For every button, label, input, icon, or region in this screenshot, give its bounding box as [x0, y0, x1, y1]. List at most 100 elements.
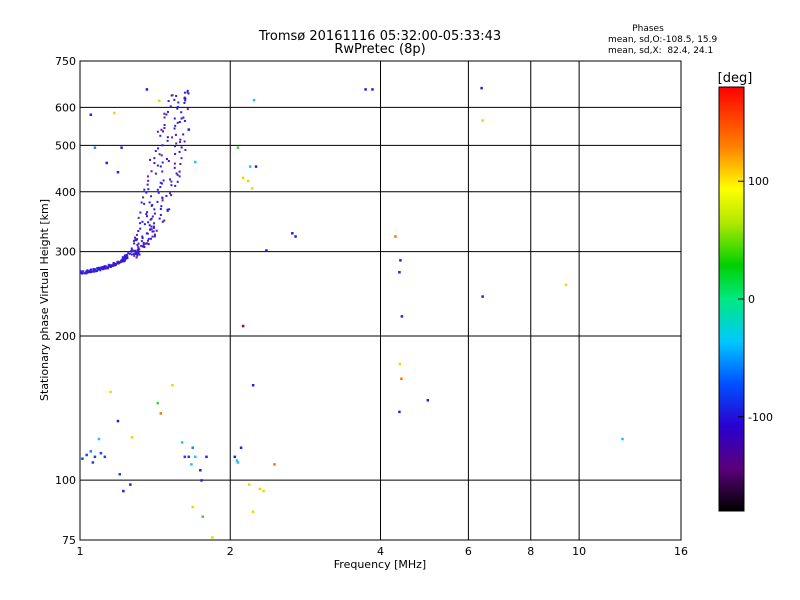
- scatter-point: [191, 505, 194, 509]
- scatter-point: [180, 441, 184, 444]
- trace-point: [128, 252, 131, 255]
- phase-stats: Phases mean, sd,O:-108.5, 15.9 mean, sd,…: [608, 24, 718, 56]
- trace-point: [134, 236, 137, 239]
- scatter-point: [129, 483, 132, 486]
- scatter-point: [400, 315, 404, 318]
- trace-point: [166, 136, 169, 139]
- trace-point: [187, 92, 190, 95]
- scatter-point: [394, 235, 397, 238]
- scatter-point: [481, 119, 484, 122]
- trace-point: [163, 116, 166, 119]
- scatter-point: [564, 283, 568, 287]
- scatter-point: [120, 146, 123, 149]
- trace-point: [149, 218, 152, 221]
- trace-point: [96, 267, 99, 270]
- trace-point: [154, 150, 157, 153]
- trace-point: [146, 175, 149, 178]
- y-axis-label: Stationary phase Virtual Height [km]: [38, 199, 51, 401]
- scatter-point: [236, 461, 240, 464]
- scatter-point: [262, 489, 265, 493]
- colorbar-tick-label: 100: [748, 175, 769, 188]
- scatter-point: [265, 249, 268, 252]
- trace-point: [173, 162, 176, 165]
- trace-point: [178, 175, 181, 178]
- trace-point: [104, 267, 107, 270]
- trace-point: [148, 201, 151, 204]
- scatter-point: [399, 259, 402, 262]
- trace-point: [121, 256, 124, 259]
- x-tick-label: 10: [572, 545, 586, 558]
- trace-point: [130, 253, 133, 256]
- y-tick-labels: 75 100 200 300 400 500 600 750: [55, 55, 76, 547]
- trace-point: [152, 226, 155, 229]
- y-tick-label: 300: [55, 246, 76, 259]
- trace-point: [87, 270, 90, 273]
- scatter-point: [235, 459, 239, 462]
- trace-point: [80, 271, 83, 274]
- trace-point: [167, 100, 170, 103]
- trace-point: [159, 134, 162, 137]
- trace-point: [99, 267, 102, 270]
- scatter-point: [89, 450, 93, 453]
- chart-title: Tromsø 20161116 05:32:00-05:33:43: [258, 29, 501, 44]
- trace-point: [121, 258, 124, 261]
- scatter-point: [291, 232, 294, 235]
- scatter-point: [258, 487, 262, 491]
- trace-point: [147, 237, 150, 240]
- trace-point: [182, 116, 185, 119]
- scatter-point: [248, 165, 252, 168]
- trace-point: [165, 113, 168, 116]
- scatter-point: [85, 453, 88, 457]
- x-tick-label: 16: [674, 545, 688, 558]
- trace-point: [99, 269, 102, 272]
- trace-point: [161, 199, 164, 202]
- trace-point: [153, 208, 156, 211]
- trace-point: [159, 213, 162, 216]
- trace-point: [136, 254, 139, 257]
- trace-point: [170, 194, 173, 197]
- trace-point: [156, 164, 159, 167]
- stats-line-o: mean, sd,O:-108.5, 15.9: [608, 35, 718, 45]
- trace-point: [104, 265, 107, 268]
- trace-point: [165, 194, 168, 197]
- trace-point: [96, 268, 99, 271]
- trace-point: [136, 244, 139, 247]
- scatter-point: [241, 324, 245, 328]
- trace-point: [145, 213, 148, 216]
- scatter-point: [246, 179, 250, 183]
- scatter-point: [97, 437, 101, 441]
- trace-point: [166, 208, 169, 211]
- scatter-point: [233, 455, 237, 459]
- trace-point: [174, 152, 177, 155]
- trace-point: [160, 154, 163, 157]
- trace-point: [140, 240, 143, 243]
- trace-point: [163, 112, 166, 115]
- colorbar-label: [deg]: [718, 71, 753, 86]
- trace-point: [120, 260, 123, 263]
- trace-point: [103, 265, 106, 268]
- trace-point: [149, 195, 152, 198]
- scatter-point: [426, 399, 430, 402]
- trace-point: [173, 127, 176, 130]
- colorbar-ticks: 100 0 -100: [738, 175, 773, 424]
- trace-point: [94, 269, 97, 272]
- trace-point: [100, 266, 103, 269]
- trace-point: [132, 253, 135, 256]
- scatter-point: [247, 483, 251, 486]
- chart-subtitle: RwPretec (8p): [334, 42, 425, 57]
- trace-point: [139, 227, 142, 230]
- scatter-point: [201, 515, 205, 518]
- trace-point: [138, 248, 141, 251]
- trace-point: [135, 239, 138, 242]
- trace-point: [179, 138, 182, 141]
- y-tick-label: 200: [55, 330, 76, 343]
- x-tick-label: 6: [465, 545, 472, 558]
- trace-point: [123, 258, 126, 261]
- trace-point: [142, 244, 145, 247]
- chart-title-block: Tromsø 20161116 05:32:00-05:33:43 RwPret…: [258, 29, 501, 57]
- trace-point: [136, 238, 139, 241]
- trace-point: [140, 244, 143, 247]
- trace-point: [150, 225, 153, 228]
- trace-point: [157, 191, 160, 194]
- trace-point: [161, 220, 164, 223]
